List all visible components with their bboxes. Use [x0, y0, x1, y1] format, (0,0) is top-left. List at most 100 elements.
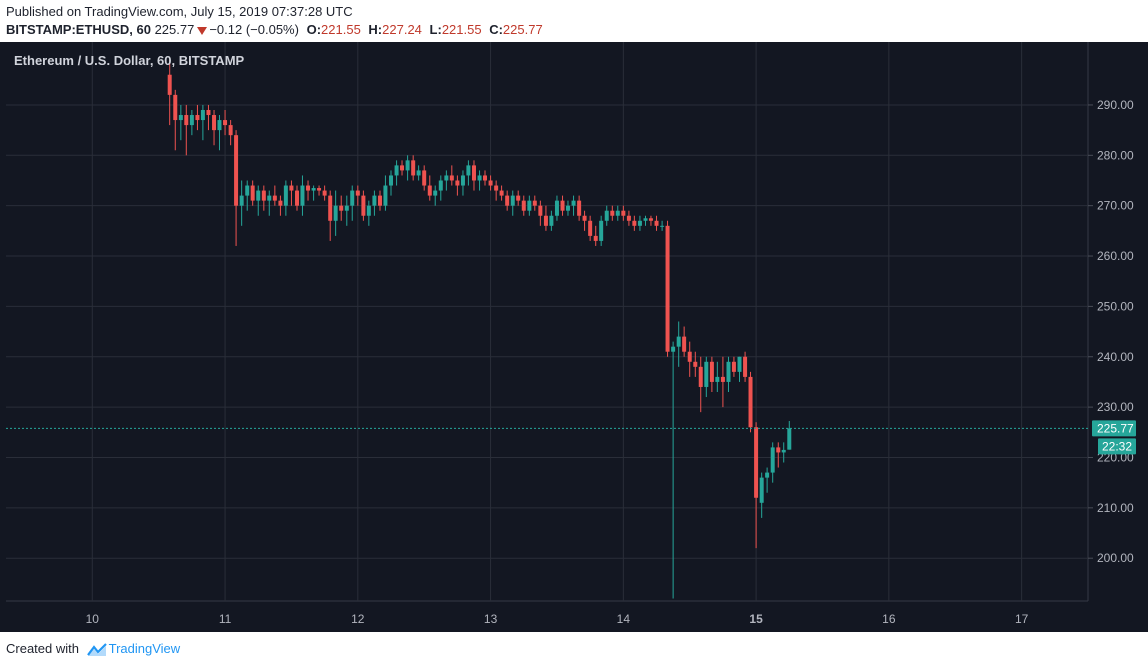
candle-up [781, 442, 786, 463]
candle-up [477, 170, 482, 191]
candle-body [488, 180, 493, 186]
candle-down [654, 215, 659, 231]
candle-up [759, 472, 764, 518]
candle-body [173, 94, 178, 121]
candle-body [748, 376, 753, 428]
countdown-tag [1098, 438, 1136, 455]
candle-down [400, 160, 405, 176]
candle-body [377, 195, 382, 206]
candle-body [438, 180, 443, 191]
candle-body [743, 356, 748, 377]
close-label: C: [489, 22, 503, 37]
candle-body [499, 190, 504, 196]
candle-up [770, 442, 775, 483]
candle-up [433, 185, 438, 206]
candle-up [333, 190, 338, 236]
candle-up [405, 155, 410, 181]
candle-body [582, 215, 587, 221]
candle-body [643, 218, 648, 221]
published-line: Published on TradingView.com, July 15, 2… [6, 4, 353, 19]
candle-up [366, 200, 371, 226]
candle-down [250, 180, 255, 206]
candle-down [494, 180, 499, 201]
candle-down [272, 185, 277, 206]
candle-down [223, 109, 228, 136]
open-label: O: [306, 22, 322, 37]
candle-body [715, 376, 720, 382]
candle-down [543, 205, 548, 231]
tradingview-logo-icon[interactable] [86, 642, 107, 657]
candle-body [239, 195, 244, 206]
candle-down [212, 109, 217, 146]
x-tick-label: 11 [219, 612, 232, 626]
candle-body [427, 185, 432, 196]
low-value: 221.55 [441, 22, 482, 37]
candle-body [405, 160, 410, 171]
candle-body [477, 175, 482, 181]
candle-down [538, 200, 543, 226]
candle-body [372, 195, 377, 206]
candle-up [256, 185, 261, 216]
candle-body [234, 135, 239, 206]
candle-up [554, 195, 559, 221]
y-tick-label: 250.00 [1097, 299, 1134, 313]
candle-up [245, 180, 250, 211]
candle-body [693, 361, 698, 367]
candle-down [682, 326, 687, 357]
candle-up [549, 210, 554, 231]
candle-down [206, 104, 211, 131]
candle-up [267, 190, 272, 216]
y-tick-label: 260.00 [1097, 249, 1134, 263]
candle-up [715, 361, 720, 393]
candle-body [665, 225, 670, 352]
candle-body [593, 235, 598, 241]
candle-body [599, 220, 604, 241]
candle-down [427, 175, 432, 201]
y-tick-label: 290.00 [1097, 98, 1134, 112]
candle-body [731, 361, 736, 372]
candle-up [637, 215, 642, 231]
candle-down [632, 215, 637, 231]
candle-body [765, 472, 770, 478]
candle-body [770, 447, 775, 473]
candle-body [787, 428, 792, 450]
candle-body [416, 170, 421, 176]
candle-down [184, 104, 189, 156]
candle-body [654, 220, 659, 226]
candle-body [687, 351, 692, 362]
candle-body [267, 195, 272, 201]
candle-up [704, 356, 709, 398]
candle-body [322, 190, 327, 196]
candle-up [283, 180, 288, 216]
tradingview-brand-link[interactable]: TradingView [108, 641, 181, 656]
candle-body [383, 185, 388, 206]
candle-body [637, 220, 642, 226]
candle-down [582, 210, 587, 231]
candle-body [615, 210, 620, 216]
candle-up [189, 109, 194, 136]
candle-up [604, 205, 609, 226]
candle-up [660, 220, 665, 231]
price-axis[interactable]: 200.00210.00220.00230.00240.00250.00260.… [1088, 98, 1134, 565]
candle-body [295, 190, 300, 206]
candle-body [278, 200, 283, 206]
candle-body [250, 185, 255, 201]
candle-up [350, 185, 355, 221]
candle-body [571, 200, 576, 206]
price-chart[interactable]: Ethereum / U.S. Dollar, 60, BITSTAMP 200… [0, 42, 1148, 632]
candle-body [200, 109, 205, 121]
y-tick-label: 210.00 [1097, 501, 1134, 515]
candle-down [521, 195, 526, 216]
symbol-ohlc-line: BITSTAMP:ETHUSD, 60 225.77 −0.12 (−0.05%)… [6, 22, 543, 37]
candle-down [709, 356, 714, 393]
candle-up [571, 195, 576, 216]
x-tick-label: 13 [484, 612, 498, 626]
candle-up [643, 215, 648, 226]
candle-up [510, 190, 515, 216]
candle-body [737, 356, 742, 372]
y-tick-label: 270.00 [1097, 199, 1134, 213]
x-tick-label: 15 [749, 612, 763, 626]
candle-body [510, 195, 515, 206]
time-axis[interactable]: 10 11 12 13 14 15 16 17 [86, 612, 1029, 626]
candle-up [726, 356, 731, 393]
